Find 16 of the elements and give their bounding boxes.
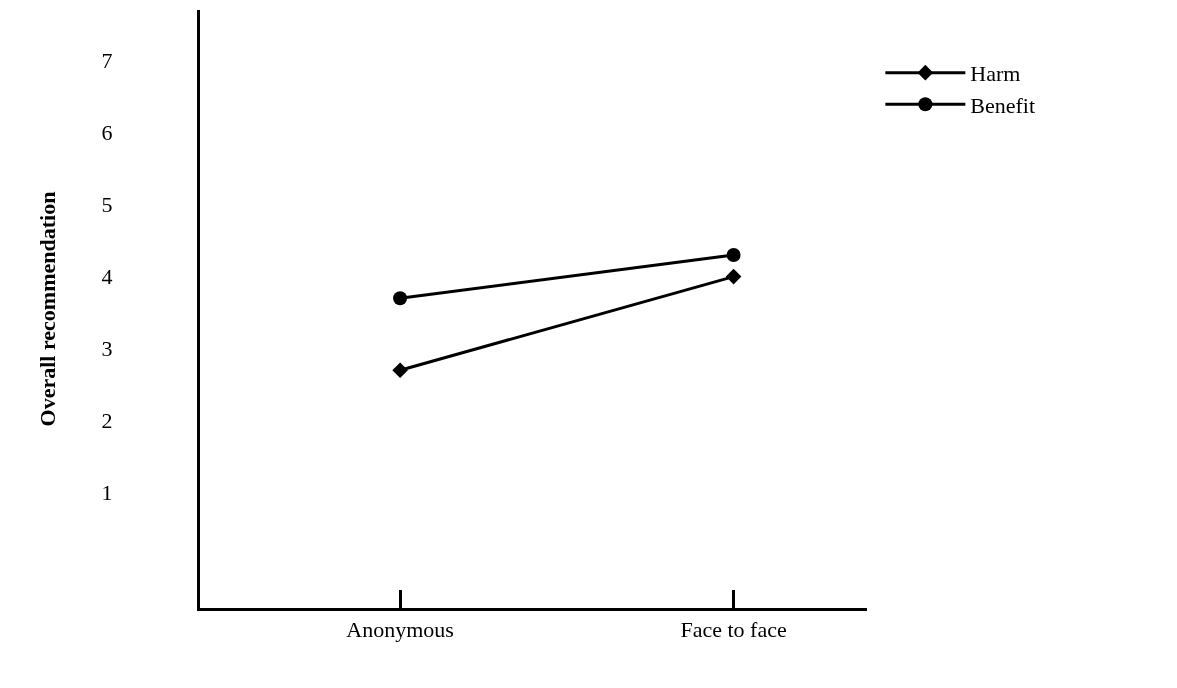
x-tick-label: Anonymous xyxy=(346,617,454,643)
y-tick-label: 1 xyxy=(101,480,113,506)
y-tick-label: 7 xyxy=(101,48,113,74)
point xyxy=(393,291,408,306)
y-tick-label: 3 xyxy=(101,336,113,362)
point xyxy=(392,362,408,379)
y-axis-title: Overall recommendation xyxy=(35,191,61,427)
y-tick-label: 2 xyxy=(101,408,113,434)
y-tick-label: 6 xyxy=(101,120,113,146)
y-tick-label: 5 xyxy=(101,192,113,218)
legend-label: Harm xyxy=(970,61,1021,87)
y-tick-label: 4 xyxy=(101,264,113,290)
legend-label: Benefit xyxy=(970,92,1036,118)
point xyxy=(725,268,742,285)
x-tick-label: Face to face xyxy=(680,617,787,643)
point xyxy=(726,247,741,262)
